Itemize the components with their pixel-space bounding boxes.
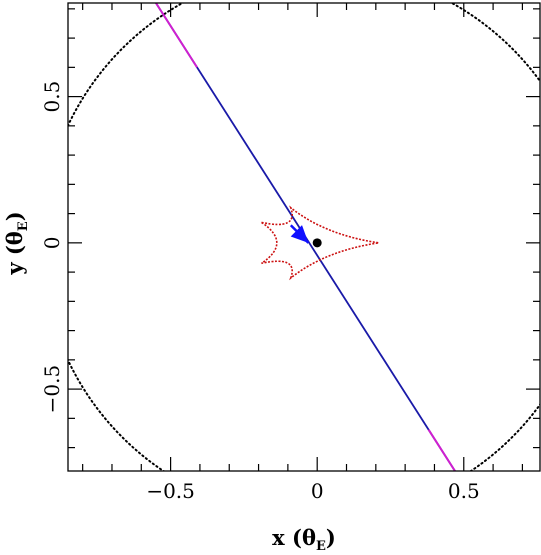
tick-labels: −0.5 0 0.5 −0.5 0 0.5 bbox=[40, 81, 480, 503]
direction-arrow-head bbox=[290, 225, 309, 243]
plot-frame bbox=[67, 2, 541, 472]
y-axis-label-subscript: E bbox=[16, 221, 31, 231]
x-tick-label: −0.5 bbox=[146, 479, 195, 503]
y-axis-label-close: ) bbox=[2, 211, 27, 221]
x-tick-label: 0.5 bbox=[448, 479, 480, 503]
plot-area bbox=[68, 3, 540, 471]
x-axis-label: x (θE) bbox=[272, 525, 336, 554]
y-axis-label: y (θE) bbox=[2, 211, 31, 275]
trajectory-highlight-1 bbox=[427, 429, 456, 471]
caustic-curve bbox=[261, 205, 379, 281]
y-tick-label: −0.5 bbox=[40, 365, 64, 414]
y-tick-label: 0.5 bbox=[40, 81, 64, 113]
axis-ticks bbox=[68, 3, 540, 471]
x-tick-label: 0 bbox=[311, 479, 324, 503]
critical-curve bbox=[68, 3, 540, 471]
trajectory-highlight-0 bbox=[155, 3, 198, 68]
lens-position-marker bbox=[312, 238, 322, 248]
y-tick-label: 0 bbox=[40, 236, 64, 249]
x-axis-label-close: ) bbox=[326, 525, 336, 550]
x-axis-label-subscript: E bbox=[316, 539, 326, 554]
